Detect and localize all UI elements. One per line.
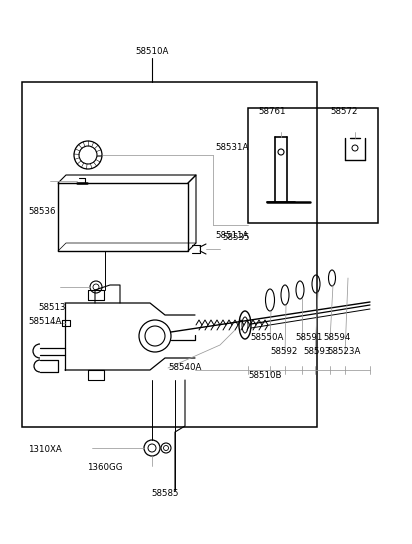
Text: 58535: 58535 — [222, 232, 250, 242]
Text: 58585: 58585 — [151, 490, 179, 498]
Bar — [22, 82, 317, 427]
Text: 58510A: 58510A — [135, 47, 169, 57]
Text: 1310XA: 1310XA — [28, 446, 62, 454]
Text: 58594: 58594 — [323, 333, 350, 343]
Text: 58761: 58761 — [258, 108, 286, 116]
Text: 58531A: 58531A — [215, 144, 248, 152]
Text: 58511A: 58511A — [215, 232, 248, 240]
Text: 58593: 58593 — [303, 348, 330, 356]
Text: 58550A: 58550A — [250, 333, 283, 343]
Text: 58572: 58572 — [330, 108, 358, 116]
Bar — [248, 108, 378, 223]
Text: 58540A: 58540A — [168, 362, 201, 372]
Text: 58513: 58513 — [38, 304, 66, 312]
Text: 58523A: 58523A — [327, 348, 360, 356]
Text: 58514A: 58514A — [28, 318, 61, 326]
Text: 58591: 58591 — [295, 333, 322, 343]
Text: 58510B: 58510B — [248, 370, 281, 380]
Text: 1360GG: 1360GG — [87, 463, 123, 473]
Text: 58592: 58592 — [270, 348, 297, 356]
Text: 58536: 58536 — [28, 207, 56, 217]
